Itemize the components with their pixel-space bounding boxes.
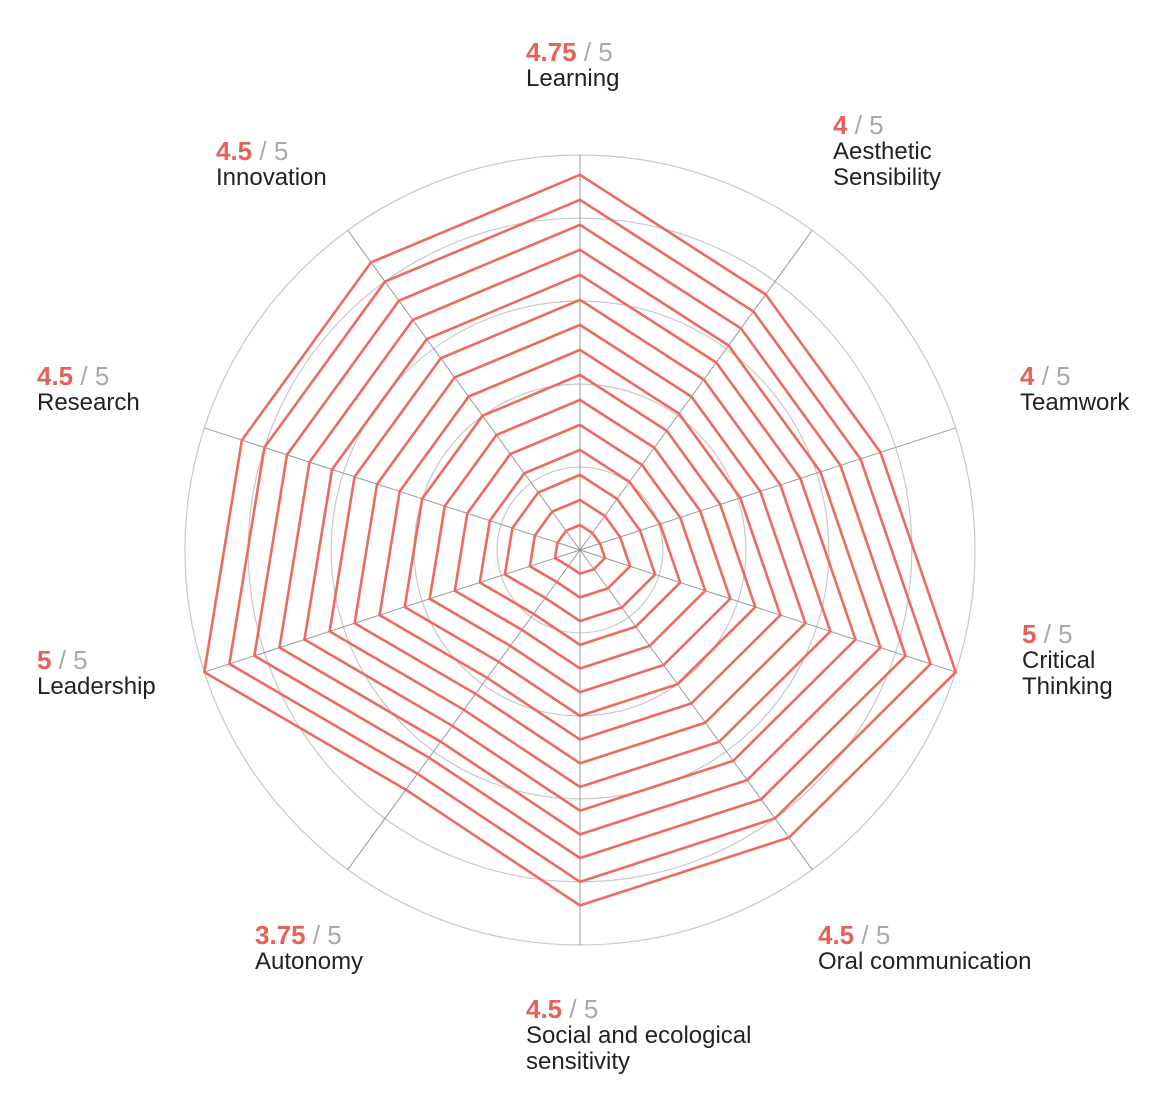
axis-name: Teamwork: [1020, 389, 1130, 416]
axis-name: Innovation: [216, 164, 327, 191]
axis-label-autonomy: 3.75 / 5 Autonomy: [255, 921, 363, 975]
score-value: 3.75: [255, 920, 306, 950]
score-value: 4.5: [216, 136, 253, 166]
score-value: 5: [37, 645, 52, 675]
series-polygon: [328, 298, 832, 789]
score-max: / 5: [569, 994, 599, 1024]
score-value: 4.75: [526, 37, 577, 67]
axis-name: Oral communication: [818, 948, 1032, 975]
score-max: / 5: [312, 920, 342, 950]
axis-spoke: [579, 549, 813, 870]
score-value: 4.5: [37, 361, 74, 391]
axis-name: Learning: [526, 65, 620, 92]
axis-spoke: [347, 230, 581, 551]
series-polygon: [378, 348, 782, 742]
series-polygon: [403, 373, 757, 718]
axis-name: Leadership: [37, 673, 156, 700]
score-max: / 5: [861, 920, 891, 950]
axis-name: Research: [37, 389, 140, 416]
score-value: 4.5: [818, 920, 855, 950]
series-polygon: [252, 223, 908, 860]
score-value: 4.5: [526, 994, 563, 1024]
score-max: / 5: [854, 110, 884, 140]
score-value: 4: [1020, 361, 1035, 391]
axis-spoke: [579, 230, 813, 551]
series-polygon: [278, 248, 882, 836]
series-polygon: [503, 473, 657, 623]
score-max: / 5: [583, 37, 613, 67]
axis-name: Social and ecological sensitivity: [526, 1022, 752, 1075]
axis-label-aesthetic-sensibility: 4 / 5 Aesthetic Sensibility: [833, 111, 941, 191]
series-polygon: [202, 173, 958, 907]
axis-label-teamwork: 4 / 5 Teamwork: [1020, 362, 1129, 416]
series-polygon: [227, 198, 933, 884]
axis-name: Critical Thinking: [1022, 647, 1113, 700]
score-max: / 5: [259, 136, 289, 166]
axis-spoke: [579, 549, 956, 673]
score-max: / 5: [1043, 619, 1073, 649]
series-polygon: [353, 323, 807, 765]
axis-name: Aesthetic Sensibility: [833, 138, 942, 191]
series-polygon: [478, 448, 682, 647]
series-polygon: [428, 398, 732, 694]
score-max: / 5: [1041, 361, 1071, 391]
series-polygon: [453, 423, 707, 670]
axis-spoke: [204, 549, 581, 673]
series-polygon: [553, 523, 607, 576]
axis-label-research: 4.5 / 5 Research: [37, 362, 140, 416]
axis-label-oral-communication: 4.5 / 5 Oral communication: [818, 921, 1031, 975]
series-polygon: [528, 498, 632, 599]
axis-spoke: [579, 427, 956, 551]
axis-name: Autonomy: [255, 948, 364, 975]
axis-label-leadership: 5 / 5 Leadership: [37, 646, 156, 700]
series-polygon: [303, 273, 857, 813]
series-polygons: [202, 173, 958, 907]
axis-label-innovation: 4.5 / 5 Innovation: [216, 137, 327, 191]
score-value: 5: [1022, 619, 1037, 649]
axis-label-learning: 4.75 / 5 Learning: [526, 38, 619, 92]
axis-label-critical-thinking: 5 / 5 Critical Thinking: [1022, 620, 1113, 700]
score-value: 4: [833, 110, 848, 140]
score-max: / 5: [80, 361, 110, 391]
score-max: / 5: [58, 645, 88, 675]
axis-label-social-ecological-sensitivity: 4.5 / 5 Social and ecological sensitivit…: [526, 995, 751, 1075]
axis-spoke: [204, 427, 581, 551]
